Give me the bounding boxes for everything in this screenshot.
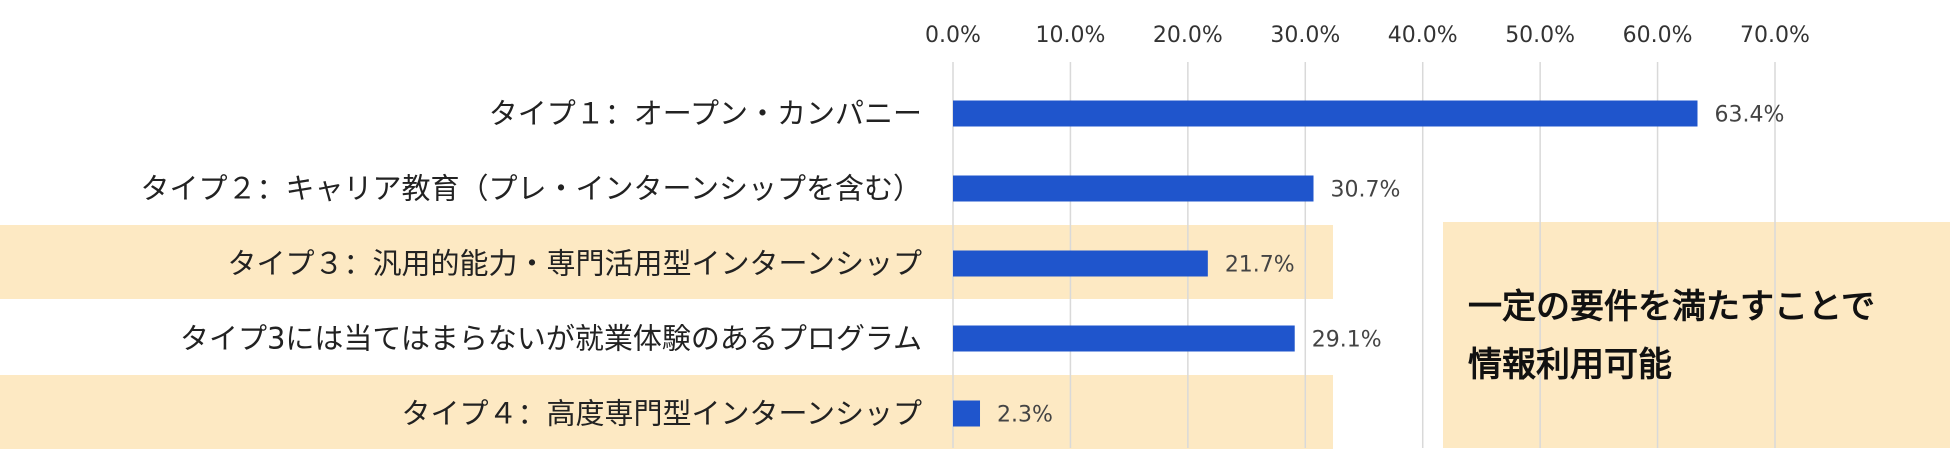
x-tick-label-7: 70.0%	[1740, 23, 1810, 48]
value-label-5: 2.3%	[997, 403, 1053, 428]
x-tick-label-5: 50.0%	[1505, 23, 1575, 48]
bar-5	[953, 400, 981, 427]
bar-1	[953, 100, 1698, 127]
x-tick-label-3: 30.0%	[1270, 23, 1340, 48]
category-label-1: タイプ１：オープン・カンパニー	[489, 97, 922, 131]
x-tick-label-1: 10.0%	[1035, 23, 1105, 48]
note-line-2: 情報利用可能	[1468, 345, 1672, 385]
note-line-1: 一定の要件を満たすことで	[1468, 287, 1875, 327]
category-label-3: タイプ３：汎用的能力・専門活用型インターンシップ	[227, 247, 922, 281]
note-box	[1443, 222, 1950, 448]
value-labels: 63.4% 30.7% 21.7% 29.1% 2.3%	[997, 103, 1784, 428]
x-tick-label-0: 0.0%	[925, 23, 981, 48]
category-label-4: タイプ3には当てはまらないが就業体験のあるプログラム	[180, 322, 922, 356]
bar-2	[953, 175, 1314, 202]
category-label-5: タイプ４：高度専門型インターンシップ	[401, 397, 922, 431]
highlight-band-5	[0, 375, 1333, 449]
x-tick-label-2: 20.0%	[1153, 23, 1223, 48]
value-label-3: 21.7%	[1225, 253, 1295, 278]
bar-4	[953, 325, 1295, 352]
value-label-2: 30.7%	[1331, 178, 1401, 203]
bar-3	[953, 250, 1208, 277]
value-label-1: 63.4%	[1714, 103, 1784, 128]
value-label-4: 29.1%	[1312, 328, 1382, 353]
category-labels: タイプ１：オープン・カンパニータイプ２：キャリア教育（プレ・インターンシップを含…	[140, 97, 922, 431]
x-axis-ticks: 0.0% 10.0% 20.0% 30.0% 40.0% 50.0% 60.0% 70.0%	[925, 23, 1810, 48]
category-label-2: タイプ２：キャリア教育（プレ・インターンシップを含む）	[140, 172, 922, 206]
x-tick-label-4: 40.0%	[1388, 23, 1458, 48]
x-tick-label-6: 60.0%	[1623, 23, 1693, 48]
bars	[953, 100, 1698, 427]
